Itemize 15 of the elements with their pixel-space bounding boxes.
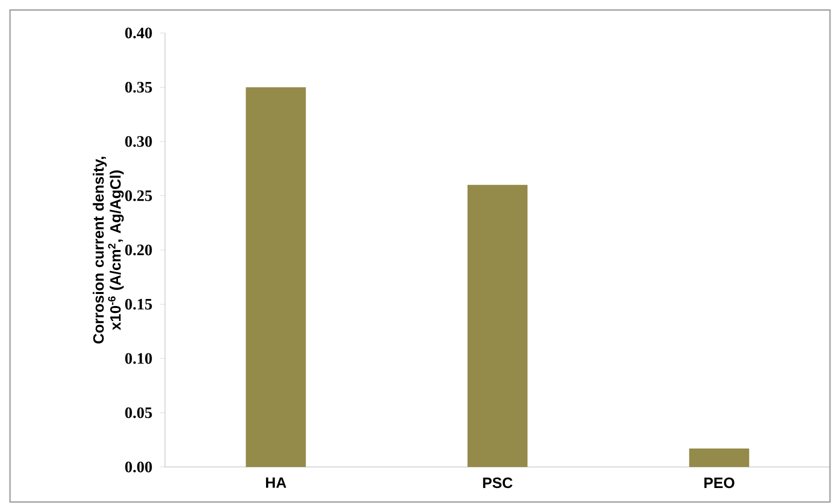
y-tick-label: 0.15: [125, 298, 152, 310]
bar: [689, 448, 750, 467]
y-tick-label: 0.10: [125, 353, 152, 364]
y-tick-label: 0.25: [125, 190, 152, 202]
y-tick-label: 0.00: [125, 462, 152, 472]
x-tick-label: HA: [266, 478, 286, 488]
x-tick-label: PSC: [483, 478, 512, 488]
bar: [246, 87, 306, 467]
bar: [468, 184, 528, 467]
x-tick-label: PEO: [704, 478, 734, 488]
y-tick-label: 0.40: [125, 28, 152, 38]
y-tick-label: 0.20: [125, 244, 152, 256]
y-tick-label: 0.35: [125, 82, 152, 93]
y-tick-label: 0.05: [125, 407, 152, 418]
y-tick-label: 0.30: [125, 136, 152, 147]
